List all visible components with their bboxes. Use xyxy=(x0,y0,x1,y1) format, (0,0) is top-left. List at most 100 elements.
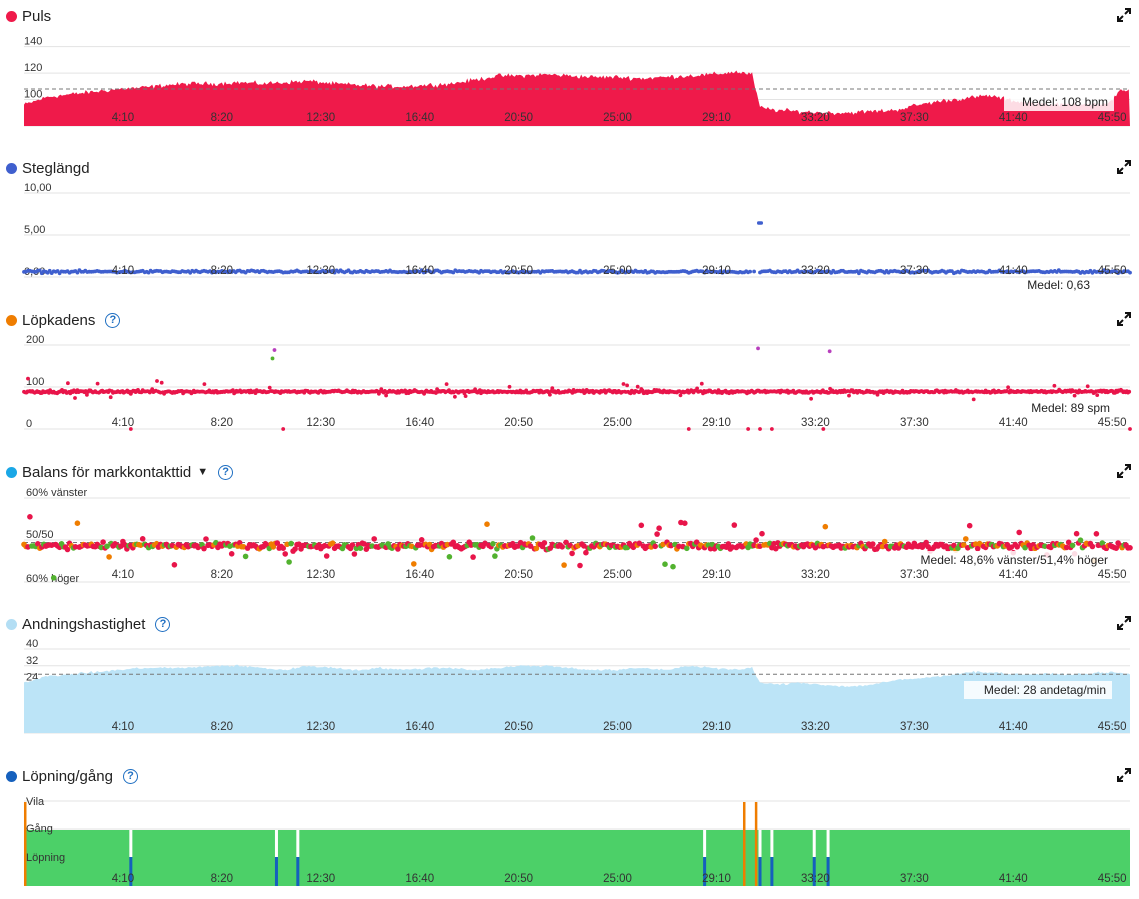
balans-point xyxy=(1016,529,1022,536)
x-tick-label: 41:40 xyxy=(999,265,1028,277)
lopkadens-point xyxy=(698,389,703,393)
lopkadens-point xyxy=(1085,384,1090,389)
panel-header-lopning: Löpning/gång ? xyxy=(6,766,138,786)
balans-point xyxy=(1077,537,1084,543)
balans-point xyxy=(100,539,106,545)
x-tick-label: 29:10 xyxy=(702,873,731,885)
x-tick-label: 8:20 xyxy=(211,873,233,885)
balans-point xyxy=(64,546,71,553)
caret-down-icon[interactable]: ▼ xyxy=(197,466,209,478)
x-tick-label: 37:30 xyxy=(900,721,929,733)
break-gap xyxy=(274,830,278,857)
lopkadens-point xyxy=(548,392,552,397)
break-gap xyxy=(296,830,300,857)
balans-point xyxy=(725,541,732,547)
x-tick-label: 41:40 xyxy=(999,112,1028,124)
break-marker xyxy=(826,857,830,886)
panel-header-lopkadens: Löpkadens ? xyxy=(6,310,121,330)
lopkadens-point xyxy=(108,395,113,400)
balans-point xyxy=(280,545,287,551)
balans-point xyxy=(450,539,457,546)
help-icon[interactable]: ? xyxy=(155,616,171,632)
lopkadens-point xyxy=(699,381,704,386)
balans-title[interactable]: Balans för markkontakttid xyxy=(22,463,192,481)
panel-balans: Balans för markkontakttid ▼ ? 60% höger 5… xyxy=(0,456,1139,608)
balans-point xyxy=(533,545,540,552)
break-marker xyxy=(129,857,133,886)
x-tick-label: 4:10 xyxy=(112,569,134,581)
steglangd-point xyxy=(752,269,756,274)
break-gap xyxy=(129,830,133,857)
balans-point xyxy=(282,551,289,557)
balans-point xyxy=(662,561,668,567)
andning-chart[interactable]: 08162432404:108:2012:3016:4020:5025:0029… xyxy=(0,608,1139,760)
x-tick-label: 25:00 xyxy=(603,721,632,733)
walk-marker xyxy=(742,802,746,886)
lopkadens-point xyxy=(26,376,30,381)
x-tick-label: 45:50 xyxy=(1098,721,1127,733)
mean-label: Medel: 48,6% vänster/51,4% höger xyxy=(921,553,1108,567)
steglangd-point xyxy=(37,268,42,273)
x-tick-label: 45:50 xyxy=(1098,569,1127,581)
y-tick-label: 50/50 xyxy=(26,529,54,541)
help-icon[interactable]: ? xyxy=(105,312,121,328)
expand-icon[interactable] xyxy=(1117,768,1131,782)
balans-point xyxy=(638,522,645,529)
x-tick-label: 20:50 xyxy=(504,873,533,885)
help-icon[interactable]: ? xyxy=(122,768,138,784)
balans-point xyxy=(561,562,567,568)
lopkadens-legend-dot xyxy=(6,314,17,326)
x-tick-label: 12:30 xyxy=(306,721,335,733)
steglangd-chart[interactable]: 0,005,0010,004:108:2012:3016:4020:5025:0… xyxy=(0,152,1139,304)
lopkadens-point xyxy=(625,383,629,388)
lopkadens-point xyxy=(635,384,640,389)
lopkadens-point xyxy=(1006,385,1010,390)
x-tick-label: 16:40 xyxy=(405,569,434,581)
balans-point xyxy=(654,531,660,537)
balans-legend-dot xyxy=(6,466,17,478)
panel-header-andning: Andningshastighet ? xyxy=(6,614,171,634)
y-tick-label: Löpning xyxy=(26,852,65,864)
balans-point xyxy=(1127,545,1133,551)
lopkadens-point xyxy=(507,384,512,389)
x-tick-label: 25:00 xyxy=(603,265,632,277)
lopkadens-point xyxy=(231,388,235,392)
x-tick-label: 16:40 xyxy=(405,112,434,124)
lopkadens-point xyxy=(827,349,832,354)
expand-icon[interactable] xyxy=(1117,312,1131,326)
x-tick-label: 16:40 xyxy=(405,721,434,733)
puls-chart[interactable]: 801001201404:108:2012:3016:4020:5025:002… xyxy=(0,0,1139,152)
balans-point xyxy=(411,561,417,567)
run-segment xyxy=(24,830,1130,886)
lopkadens-point xyxy=(267,385,272,390)
x-tick-label: 20:50 xyxy=(504,112,533,124)
expand-icon[interactable] xyxy=(1117,8,1131,22)
walk-marker xyxy=(23,802,27,886)
lopkadens-chart[interactable]: 0 100 200 4:10 8:20 12:30 16:40 20:50 25:00 29:10… xyxy=(0,304,1139,456)
walk-marker xyxy=(754,802,758,886)
help-icon[interactable]: ? xyxy=(218,464,234,480)
puls-legend-dot xyxy=(6,10,17,22)
x-tick-label: 12:30 xyxy=(306,265,335,277)
lopning-chart[interactable]: Löpning Gång Vila 4:10 8:20 12:30 16:40 20:50 25… xyxy=(0,760,1139,899)
balans-point xyxy=(974,545,981,552)
mean-label: Medel: 0,63 xyxy=(1027,278,1090,292)
lopkadens-point xyxy=(695,386,699,391)
expand-icon[interactable] xyxy=(1117,616,1131,630)
x-tick-label: 45:50 xyxy=(1098,265,1127,277)
puls-title: Puls xyxy=(22,7,52,25)
lopkadens-point xyxy=(1095,393,1100,397)
panel-header-puls: Puls xyxy=(6,6,51,26)
balans-point xyxy=(1065,539,1072,546)
mean-label-bg xyxy=(1012,399,1116,417)
x-tick-label: 8:20 xyxy=(211,721,233,733)
expand-icon[interactable] xyxy=(1117,160,1131,174)
balans-point xyxy=(731,522,738,528)
x-tick-label: 16:40 xyxy=(405,417,434,429)
balans-point xyxy=(35,541,41,547)
lopkadens-point xyxy=(686,427,691,431)
balans-point xyxy=(527,543,534,549)
x-tick-label: 20:50 xyxy=(504,721,533,733)
expand-icon[interactable] xyxy=(1117,464,1131,478)
